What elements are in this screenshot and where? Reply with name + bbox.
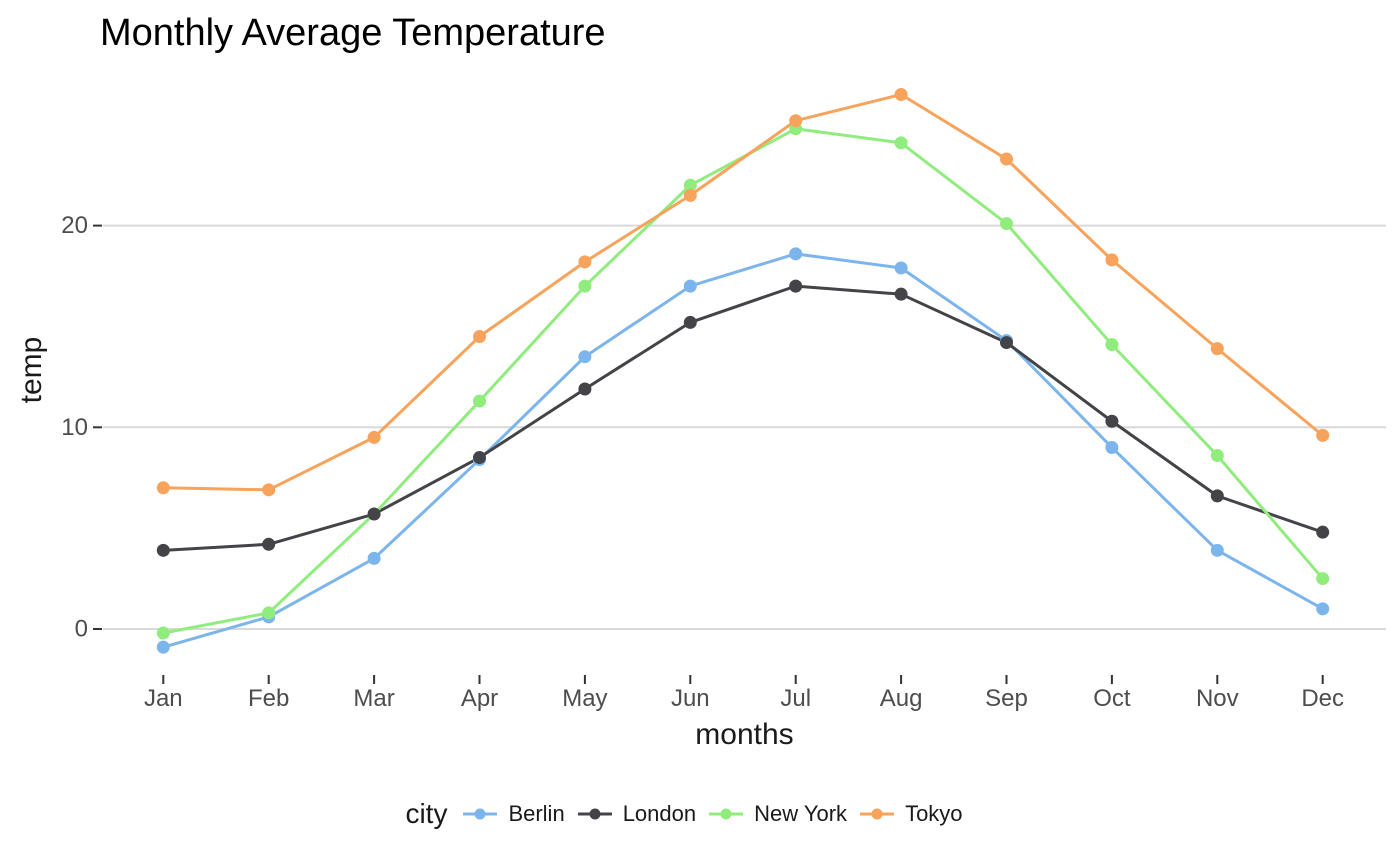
point-london-aug — [894, 287, 908, 301]
x-tick-label-jun: Jun — [671, 685, 710, 712]
x-tick-label-may: May — [562, 685, 607, 712]
point-new-york-jun — [683, 178, 697, 192]
point-london-may — [578, 382, 592, 396]
point-tokyo-mar — [367, 430, 381, 444]
x-tick-label-aug: Aug — [880, 685, 923, 712]
legend-key-tokyo — [860, 808, 895, 820]
point-london-feb — [262, 537, 276, 551]
point-new-york-sep — [1000, 217, 1013, 231]
legend-key-berlin — [463, 808, 498, 820]
point-tokyo-apr — [473, 330, 486, 344]
y-tick-label-0: 0 — [75, 616, 88, 643]
legend-label-new-york: New York — [754, 801, 848, 826]
point-london-oct — [1105, 414, 1119, 428]
legend-item-berlin[interactable]: Berlin — [463, 801, 565, 827]
point-tokyo-dec — [1316, 428, 1330, 442]
legend-label-london: London — [622, 801, 697, 826]
x-tick-label-jan: Jan — [144, 685, 183, 712]
point-berlin-jul — [789, 247, 803, 261]
legend-key-dot — [871, 808, 883, 820]
point-berlin-jun — [683, 279, 697, 293]
point-tokyo-may — [578, 255, 592, 269]
point-london-apr — [473, 451, 486, 465]
legend-key-dot — [589, 808, 601, 820]
series-line-tokyo — [161, 92, 1325, 492]
x-tick-label-sep: Sep — [985, 685, 1028, 712]
legend-label-berlin: Berlin — [508, 801, 565, 826]
point-tokyo-nov — [1210, 342, 1224, 356]
y-axis-title: temp — [15, 336, 48, 404]
x-tick-label-dec: Dec — [1301, 685, 1344, 712]
point-berlin-may — [578, 350, 592, 364]
point-london-jan — [156, 543, 170, 557]
point-new-york-feb — [262, 606, 276, 620]
x-tick-label-apr: Apr — [461, 685, 498, 712]
legend-item-tokyo[interactable]: Tokyo — [860, 801, 963, 827]
point-new-york-jan — [156, 626, 170, 640]
point-tokyo-jul — [789, 114, 803, 128]
legend-key-london — [577, 808, 612, 820]
point-tokyo-aug — [894, 87, 908, 101]
point-berlin-dec — [1316, 602, 1330, 616]
point-london-mar — [367, 507, 381, 521]
point-berlin-mar — [367, 551, 381, 565]
x-tick-label-mar: Mar — [353, 685, 394, 712]
point-new-york-dec — [1316, 572, 1330, 586]
series-line-new-york — [161, 127, 1325, 635]
point-london-jun — [683, 315, 697, 329]
y-tick-label-20: 20 — [61, 212, 88, 239]
legend-label-tokyo: Tokyo — [905, 801, 963, 826]
point-tokyo-oct — [1105, 253, 1119, 267]
x-tick-label-jul: Jul — [780, 685, 811, 712]
legend-key-dot — [720, 808, 732, 820]
x-tick-label-nov: Nov — [1196, 685, 1239, 712]
point-london-jul — [789, 279, 803, 293]
point-tokyo-jun — [683, 188, 697, 202]
chart-title: Monthly Average Temperature — [100, 12, 606, 54]
series-line-london — [161, 284, 1325, 552]
legend-key-new-york — [709, 808, 744, 820]
legend: city Berlin London New York Tokyo — [0, 792, 1384, 836]
point-london-sep — [1000, 336, 1013, 350]
x-axis-title: months — [695, 718, 794, 751]
point-new-york-may — [578, 279, 592, 293]
point-london-dec — [1316, 525, 1330, 539]
legend-item-new-york[interactable]: New York — [709, 801, 847, 827]
x-tick-label-feb: Feb — [248, 685, 289, 712]
point-berlin-nov — [1210, 543, 1224, 557]
point-new-york-oct — [1105, 338, 1119, 352]
point-berlin-jan — [156, 640, 170, 654]
point-tokyo-sep — [1000, 152, 1013, 166]
point-berlin-oct — [1105, 440, 1119, 454]
legend-title: city — [405, 798, 448, 829]
point-new-york-aug — [894, 136, 908, 150]
point-new-york-nov — [1210, 449, 1224, 463]
legend-item-london[interactable]: London — [577, 801, 697, 827]
point-tokyo-feb — [262, 483, 276, 497]
point-london-nov — [1210, 489, 1224, 503]
point-tokyo-jan — [156, 481, 170, 495]
legend-key-dot — [474, 808, 486, 820]
x-tick-label-oct: Oct — [1093, 685, 1131, 712]
point-berlin-aug — [894, 261, 908, 275]
y-tick-label-10: 10 — [61, 414, 88, 441]
point-new-york-apr — [473, 394, 486, 408]
series-line-berlin — [161, 252, 1325, 649]
